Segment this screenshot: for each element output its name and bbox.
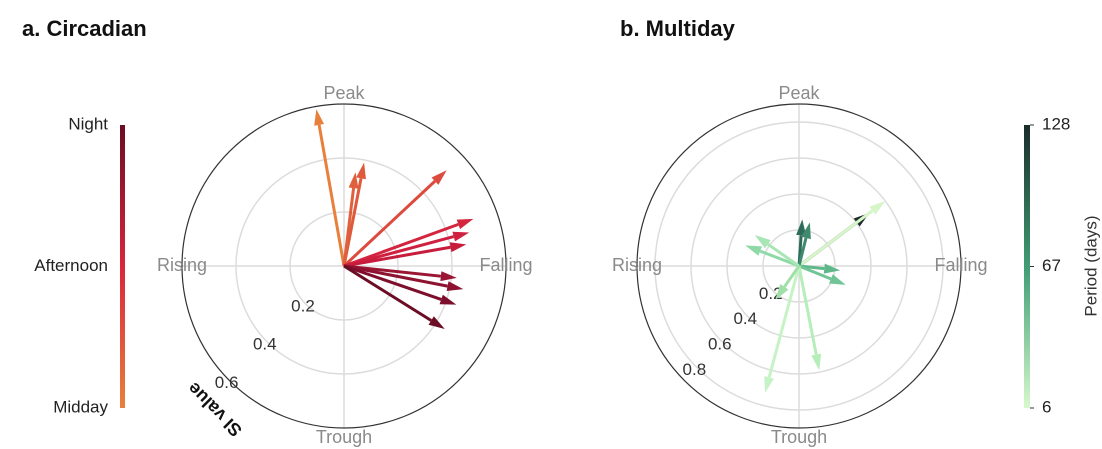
r-tick-label: 0.8 (683, 360, 707, 379)
arrow-head (449, 242, 467, 253)
arrow (314, 109, 346, 267)
arrow-head (314, 109, 325, 126)
colorbar (1024, 125, 1030, 408)
theta-label: Trough (316, 427, 372, 447)
arrow-head (764, 376, 774, 393)
panel-title: b. Multiday (620, 16, 736, 41)
arrow-head (823, 263, 841, 274)
arrow-head (356, 162, 366, 180)
theta-label: Peak (323, 83, 365, 103)
r-tick-label: 0.4 (733, 309, 757, 328)
r-tick-label: 0.6 (215, 373, 239, 392)
arrow (343, 264, 445, 329)
arrow (797, 265, 822, 371)
colorbar-label: Midday (53, 397, 108, 416)
arrow-head (456, 218, 474, 230)
arrow-head (811, 353, 822, 371)
arrow-shaft (342, 180, 437, 268)
arrow-shaft (343, 264, 432, 322)
arrow (745, 245, 800, 268)
colorbar (120, 125, 125, 408)
theta-label: Rising (157, 255, 207, 275)
arrow-shaft (343, 235, 455, 268)
arrow (342, 172, 359, 267)
arrow (764, 265, 801, 393)
arrow-shaft (343, 264, 442, 301)
arrow-shaft (343, 222, 459, 268)
arrow-head (775, 283, 789, 300)
arrow-shaft (783, 265, 801, 288)
panel-title: a. Circadian (22, 16, 147, 41)
arrow-shaft (798, 264, 832, 281)
arrow-head (796, 219, 807, 236)
colorbar-tick-label: 128 (1042, 114, 1070, 133)
arrow (343, 231, 470, 268)
arrow (798, 201, 886, 268)
colorbar-tick-label: 6 (1042, 397, 1051, 416)
arrow-head (745, 245, 762, 256)
arrow-head (446, 281, 464, 292)
arrow-shaft (767, 242, 800, 268)
colorbar-title: Period (days) (1081, 215, 1100, 316)
arrow-head (754, 235, 771, 249)
r-tick-label: 0.6 (708, 335, 732, 354)
arrow-head (869, 201, 886, 215)
arrow-head (428, 316, 445, 329)
arrow-shaft (343, 245, 451, 268)
theta-label: Rising (612, 255, 662, 275)
arrow (343, 242, 467, 268)
r-tick-label: 0.2 (291, 296, 315, 315)
arrow-shaft (343, 264, 448, 288)
arrow (343, 264, 464, 292)
arrow-shaft (317, 124, 346, 267)
r-tick-label: 0.4 (253, 335, 277, 354)
polar-frame (636, 103, 962, 429)
arrow (754, 235, 800, 268)
colorbar-label: Afternoon (34, 256, 108, 275)
arrow-shaft (797, 237, 808, 267)
arrow (343, 218, 474, 268)
colorbar-tick-label: 67 (1042, 256, 1061, 275)
arrow-head (801, 222, 811, 240)
arrow-head (348, 172, 359, 189)
polar-frame (181, 103, 507, 429)
arrow-shaft (797, 265, 818, 355)
arrow (797, 222, 811, 267)
arrow-head (431, 170, 447, 185)
arrow-head (440, 271, 457, 282)
theta-label: Trough (771, 427, 827, 447)
arrow-head (452, 231, 470, 242)
arrow (775, 265, 801, 300)
arrow-shaft (767, 265, 801, 378)
arrow-shaft (759, 249, 800, 268)
theta-label: Falling (479, 255, 532, 275)
colorbar-label: Night (68, 114, 108, 133)
arrow-head (439, 294, 457, 305)
arrow-head (829, 274, 846, 285)
arrow (342, 170, 447, 268)
arrow (343, 264, 457, 305)
arrow-shaft (798, 209, 874, 268)
theta-label: Falling (934, 255, 987, 275)
arrow (798, 264, 846, 285)
theta-label: Peak (778, 83, 820, 103)
arrow-shaft (342, 187, 356, 267)
